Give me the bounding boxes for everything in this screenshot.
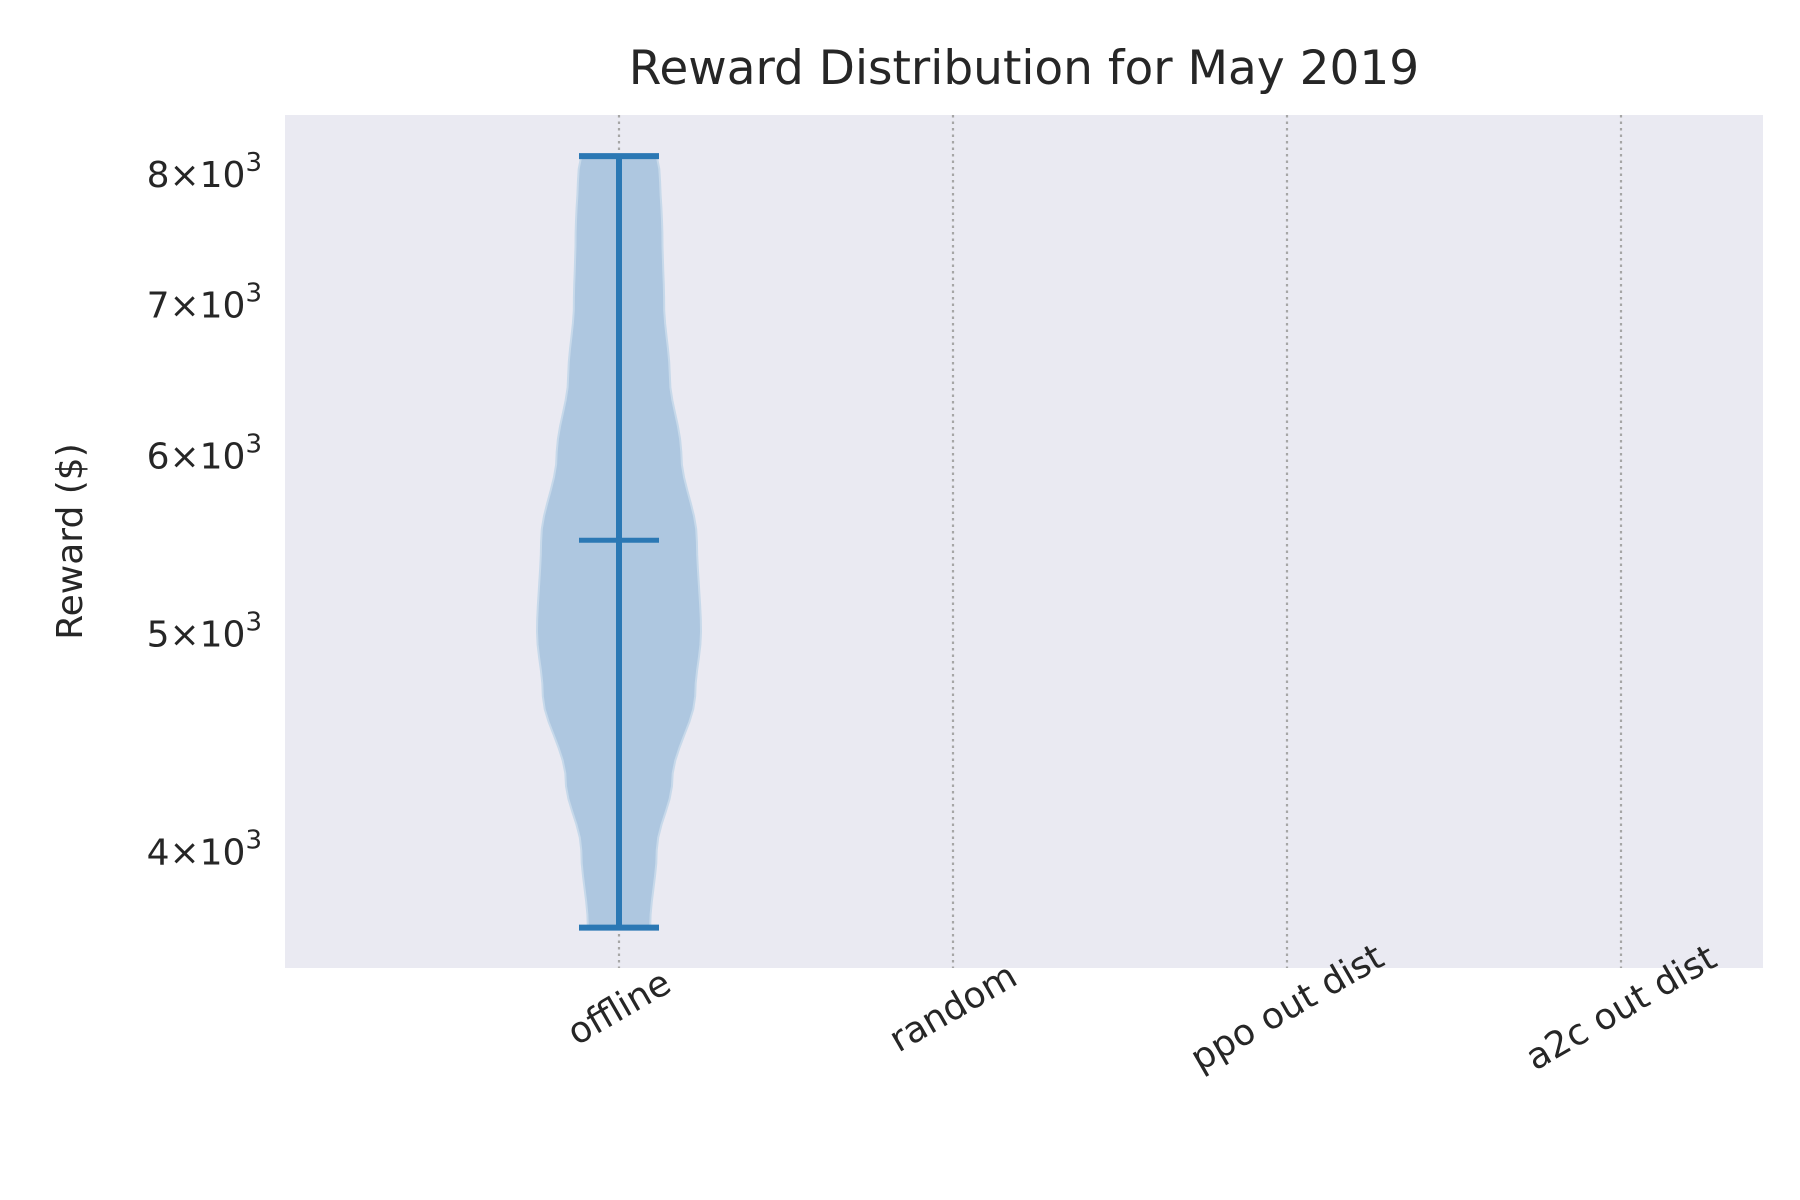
violin-layer [535, 153, 703, 931]
chart-title: Reward Distribution for May 2019 [629, 41, 1419, 96]
x-tick-label-offline: offline [561, 962, 678, 1053]
y-tick-label: 8×103 [147, 148, 262, 196]
y-tick-label: 7×103 [147, 279, 262, 327]
y-tick-label: 6×103 [147, 429, 262, 477]
plot-area [285, 115, 1763, 968]
y-tick-label: 5×103 [147, 607, 262, 655]
x-tick-label-random: random [883, 955, 1024, 1060]
y-tick-label: 4×103 [147, 825, 262, 873]
y-axis-label: Reward ($) [50, 443, 91, 640]
y-tick-labels: 4×103 5×103 6×103 7×103 8×103 [147, 148, 262, 873]
